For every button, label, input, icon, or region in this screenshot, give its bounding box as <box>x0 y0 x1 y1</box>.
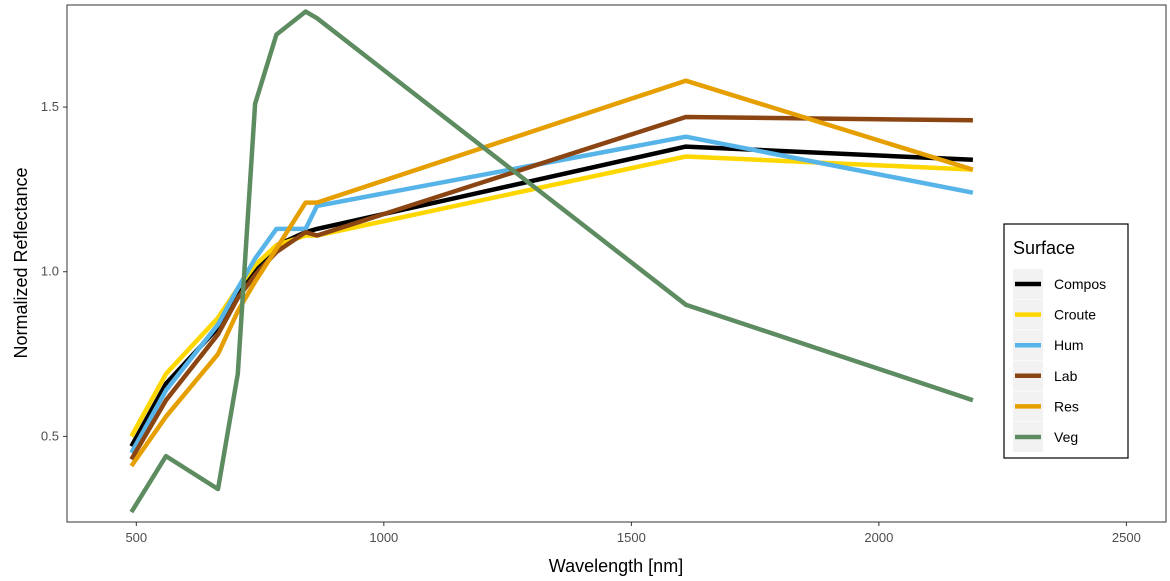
series-line-croute <box>129 154 974 438</box>
x-tick-label: 1500 <box>617 530 646 545</box>
series-lines <box>129 9 974 514</box>
x-tick-label: 1000 <box>369 530 398 545</box>
axis-ticks: 500 1000 1500 2000 2500 0.5 1.0 1.5 <box>41 99 1141 545</box>
legend: Surface Compos Croute Hum Lab Res Veg <box>1003 223 1129 459</box>
legend-title: Surface <box>1013 238 1075 258</box>
legend-label-hum: Hum <box>1054 337 1084 353</box>
y-tick-label: 0.5 <box>41 428 59 443</box>
x-tick-label: 2500 <box>1112 530 1141 545</box>
x-tick-label: 500 <box>125 530 147 545</box>
legend-label-croute: Croute <box>1054 307 1096 323</box>
legend-label-compos: Compos <box>1054 276 1106 292</box>
panel-border <box>66 4 1167 523</box>
series-line-veg <box>129 9 974 514</box>
x-tick-label: 2000 <box>864 530 893 545</box>
x-axis-title: Wavelength [nm] <box>549 556 683 576</box>
series-line-hum <box>129 134 974 454</box>
y-axis-title: Normalized Reflectance <box>11 167 31 358</box>
legend-items: Compos Croute Hum Lab Res Veg <box>1013 269 1106 452</box>
legend-label-res: Res <box>1054 398 1079 414</box>
series-line-compos <box>129 144 974 448</box>
y-tick-label: 1.0 <box>41 264 59 279</box>
legend-label-lab: Lab <box>1054 368 1078 384</box>
y-tick-label: 1.5 <box>41 99 59 114</box>
legend-label-veg: Veg <box>1054 429 1078 445</box>
series-line-res <box>129 78 974 468</box>
